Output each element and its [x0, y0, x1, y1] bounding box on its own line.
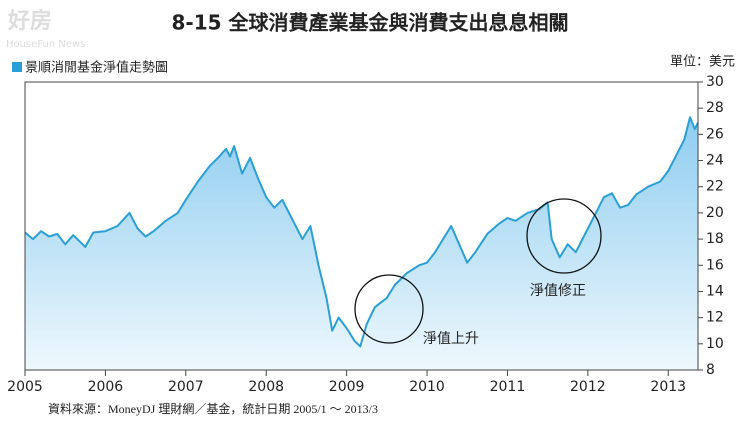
y-tick-label: 18 [706, 231, 724, 247]
y-tick-label: 14 [706, 283, 724, 299]
x-tick-label: 2006 [88, 379, 124, 395]
chart-title: 8-15 全球消費產業基金與消費支出息息相關 [171, 11, 568, 35]
plot-frame [24, 81, 699, 371]
y-tick-label: 10 [706, 336, 724, 352]
watermark-sub: HouseFun News [6, 39, 85, 50]
watermark: 好房 [7, 8, 52, 34]
area [25, 117, 698, 370]
annotation: 淨值修正 [530, 283, 586, 299]
y-tick-label: 26 [706, 126, 724, 142]
legend-label: 景順消閒基金淨值走勢圖 [25, 60, 168, 76]
unit-label: 單位：美元 [670, 55, 735, 70]
y-tick-label: 22 [706, 179, 724, 195]
source-note: 資料來源：MoneyDJ 理財網／基金，統計日期 2005/1 ～ 2013/3 [48, 401, 378, 416]
y-tick-label: 16 [706, 257, 724, 273]
x-tick-label: 2012 [570, 379, 606, 395]
y-tick-label: 12 [706, 310, 724, 326]
annotation-circle [354, 274, 424, 344]
x-tick-label: 2009 [329, 379, 365, 395]
x-tick-label: 2008 [248, 379, 284, 395]
annotation-circle [526, 198, 602, 274]
y-tick-label: 24 [706, 153, 724, 169]
x-tick-label: 2010 [409, 379, 445, 395]
line [24, 116, 699, 348]
plot: 8 10 12 14 16 18 20 22 24 26 28 30 2005 2006 2007 2008 2… [7, 74, 724, 395]
x-tick-label: 2005 [7, 379, 43, 395]
y-tick-label: 30 [706, 74, 724, 90]
x-tick-label: 2013 [650, 379, 686, 395]
y-tick-label: 8 [706, 362, 715, 378]
y-tick-label: 28 [706, 100, 724, 116]
legend-swatch [12, 62, 22, 72]
y-tick-label: 20 [706, 205, 724, 221]
x-tick-label: 2011 [490, 379, 526, 395]
x-tick-label: 2007 [168, 379, 204, 395]
annotation: 淨值上升 [423, 331, 479, 347]
